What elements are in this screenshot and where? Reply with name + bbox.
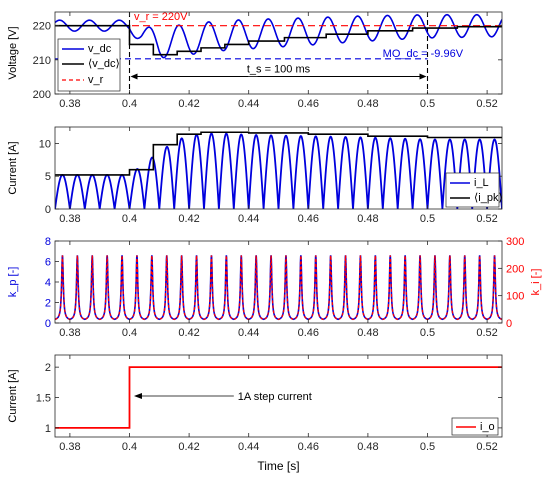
x-tick-label: 0.46 xyxy=(298,441,319,453)
ki-y-label: k_i [-] xyxy=(530,269,542,296)
y-tick-label: 8 xyxy=(45,236,51,248)
y-tick-label: 4 xyxy=(45,277,51,289)
x-tick-label: 0.5 xyxy=(420,98,435,110)
step-annotation: 1A step current xyxy=(133,391,312,403)
current-plot-area xyxy=(55,131,502,209)
x-tick-label: 0.5 xyxy=(420,213,435,225)
gains-panel: 0.38 0.4 0.42 0.44 0.46 0.48 0.5 0.52 0 2 4 6 8 0 100 2… xyxy=(7,236,542,339)
legend-vdc: v_dc xyxy=(88,43,112,55)
x-tick-label: 0.48 xyxy=(357,213,378,225)
x-tick-label: 0.44 xyxy=(238,213,259,225)
voltage-legend: v_dc ⟨v_dc⟩ v_r xyxy=(57,38,121,92)
current-y-label: Current [A] xyxy=(7,141,19,194)
step-arrow-head xyxy=(133,393,142,399)
y-right-tick-label: 200 xyxy=(506,263,524,275)
y-tick-label: 200 xyxy=(33,89,51,101)
x-tick-label: 0.48 xyxy=(357,441,378,453)
x-tick-label: 0.42 xyxy=(178,98,199,110)
x-tick-label: 0.42 xyxy=(178,327,199,339)
voltage-panel: v_r = 220V MO_dc = -9.96V t_s = 100 ms 0… xyxy=(7,11,503,110)
x-tick-label: 0.52 xyxy=(476,441,497,453)
legend-ipk: ⟨i_pk⟩ xyxy=(474,192,503,204)
x-tick-label: 0.38 xyxy=(59,441,80,453)
x-tick-label: 0.48 xyxy=(357,327,378,339)
y-tick-label: 1.5 xyxy=(36,393,51,405)
output-current-plot-area xyxy=(55,366,502,429)
x-tick-label: 0.4 xyxy=(122,441,137,453)
x-tick-label: 0.52 xyxy=(476,213,497,225)
y-tick-label: 6 xyxy=(45,257,51,269)
y-tick-label: 0 xyxy=(45,318,51,330)
x-tick-label: 0.4 xyxy=(122,213,137,225)
x-tick-label: 0.42 xyxy=(178,441,199,453)
y-tick-label: 210 xyxy=(33,55,51,67)
legend-io: i_o xyxy=(480,421,495,433)
x-tick-label: 0.42 xyxy=(178,213,199,225)
voltage-y-label: Voltage [V] xyxy=(7,26,19,79)
x-tick-label: 0.5 xyxy=(420,441,435,453)
x-tick-label: 0.38 xyxy=(59,98,80,110)
kp-y-label: k_p [-] xyxy=(7,267,19,298)
y-tick-label: 5 xyxy=(45,171,51,183)
x-tick-label: 0.5 xyxy=(420,327,435,339)
x-tick-label: 0.52 xyxy=(476,98,497,110)
mo-annotation: MO_dc = -9.96V xyxy=(383,48,464,60)
y-tick-label: 1 xyxy=(45,423,51,435)
voltage-axes: 0.38 0.4 0.42 0.44 0.46 0.48 0.5 0.52 200 210 220 xyxy=(33,12,502,110)
current-panel: 0.38 0.4 0.42 0.44 0.46 0.48 0.5 0.52 0 5 10 Curre… xyxy=(7,126,503,225)
settling-time-annotation: t_s = 100 ms xyxy=(247,63,311,75)
current-axes: 0.38 0.4 0.42 0.44 0.46 0.48 0.5 0.52 0 5 10 xyxy=(39,127,502,225)
x-tick-label: 0.4 xyxy=(122,98,137,110)
x-tick-label: 0.52 xyxy=(476,327,497,339)
output-current-legend: i_o xyxy=(451,417,499,436)
y-tick-label: 0 xyxy=(45,204,51,216)
series-io xyxy=(55,366,502,429)
output-current-axes: 0.38 0.4 0.42 0.44 0.46 0.48 0.5 0.52 1 1.5 2 xyxy=(36,355,502,453)
output-current-y-label: Current [A] xyxy=(7,369,19,422)
x-tick-label: 0.46 xyxy=(298,98,319,110)
y-tick-label: 220 xyxy=(33,21,51,33)
output-current-panel: 1A step current 0.38 0.4 0.42 0.44 0.46 0.48 0… xyxy=(7,354,503,473)
y-right-tick-label: 100 xyxy=(506,291,524,303)
legend-il: i_L xyxy=(474,177,489,189)
current-legend: i_L ⟨i_pk⟩ xyxy=(445,172,503,208)
x-tick-label: 0.4 xyxy=(122,327,137,339)
x-tick-label: 0.38 xyxy=(59,213,80,225)
x-tick-label: 0.44 xyxy=(238,327,259,339)
y-tick-label: 2 xyxy=(45,362,51,374)
time-x-label: Time [s] xyxy=(257,459,299,473)
x-tick-label: 0.46 xyxy=(298,327,319,339)
x-tick-label: 0.44 xyxy=(238,441,259,453)
x-tick-label: 0.44 xyxy=(238,98,259,110)
legend-vr: v_r xyxy=(88,74,104,86)
y-tick-label: 2 xyxy=(45,298,51,310)
y-right-tick-label: 0 xyxy=(506,318,512,330)
gains-axes: 0.38 0.4 0.42 0.44 0.46 0.48 0.5 0.52 0 2 4 6 8 0 100 2… xyxy=(45,236,524,339)
x-tick-label: 0.46 xyxy=(298,213,319,225)
arrow-head-left xyxy=(130,73,138,80)
vr-annotation: v_r = 220V xyxy=(134,11,188,23)
arrow-head-right xyxy=(419,73,427,80)
step-current-annotation: 1A step current xyxy=(238,391,312,403)
series-ipk xyxy=(55,131,502,176)
y-right-tick-label: 300 xyxy=(506,236,524,248)
x-tick-label: 0.48 xyxy=(357,98,378,110)
legend-vdc-avg: ⟨v_dc⟩ xyxy=(88,58,120,70)
series-vdc-avg xyxy=(55,24,502,56)
x-tick-label: 0.38 xyxy=(59,327,80,339)
voltage-annotations: v_r = 220V MO_dc = -9.96V t_s = 100 ms xyxy=(134,11,464,77)
y-tick-label: 10 xyxy=(39,138,51,150)
